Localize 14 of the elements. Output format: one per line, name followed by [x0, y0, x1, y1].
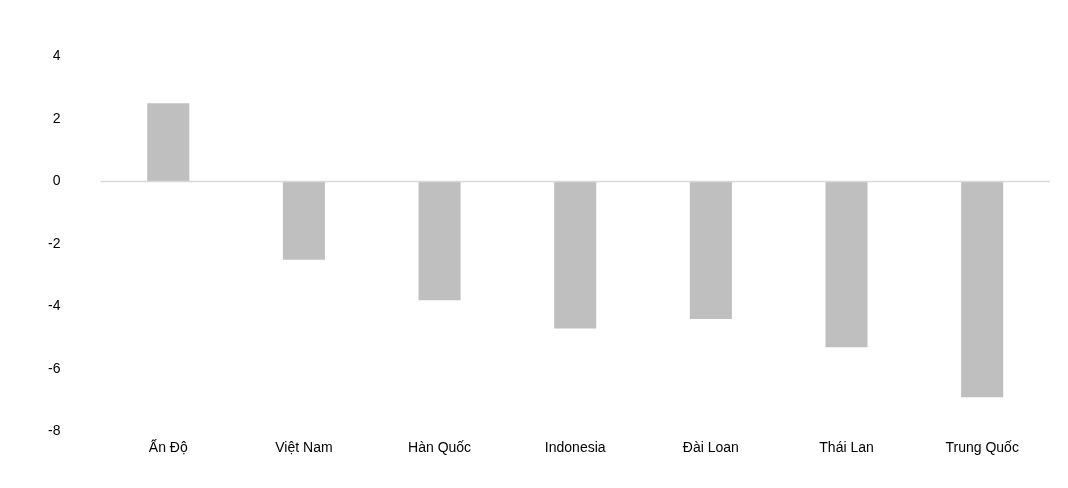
y-tick-label: -8: [48, 422, 61, 439]
y-tick-label: -4: [48, 297, 61, 314]
y-tick-label: 4: [52, 47, 61, 64]
x-tick-label: Ấn Độ: [148, 438, 188, 455]
x-tick-label: Indonesia: [544, 438, 606, 455]
x-tick-label: Thái Lan: [819, 438, 874, 455]
y-tick-label: -2: [48, 234, 61, 251]
y-tick-label: 0: [52, 172, 61, 189]
x-tick-label: Trung Quốc: [945, 438, 1019, 455]
x-tick-label: Đài Loan: [682, 438, 739, 455]
y-tick-label: -6: [48, 359, 61, 376]
x-tick-label: Việt Nam: [275, 438, 333, 455]
x-tick-label: Hàn Quốc: [408, 438, 472, 455]
y-tick-label: 2: [52, 109, 61, 126]
